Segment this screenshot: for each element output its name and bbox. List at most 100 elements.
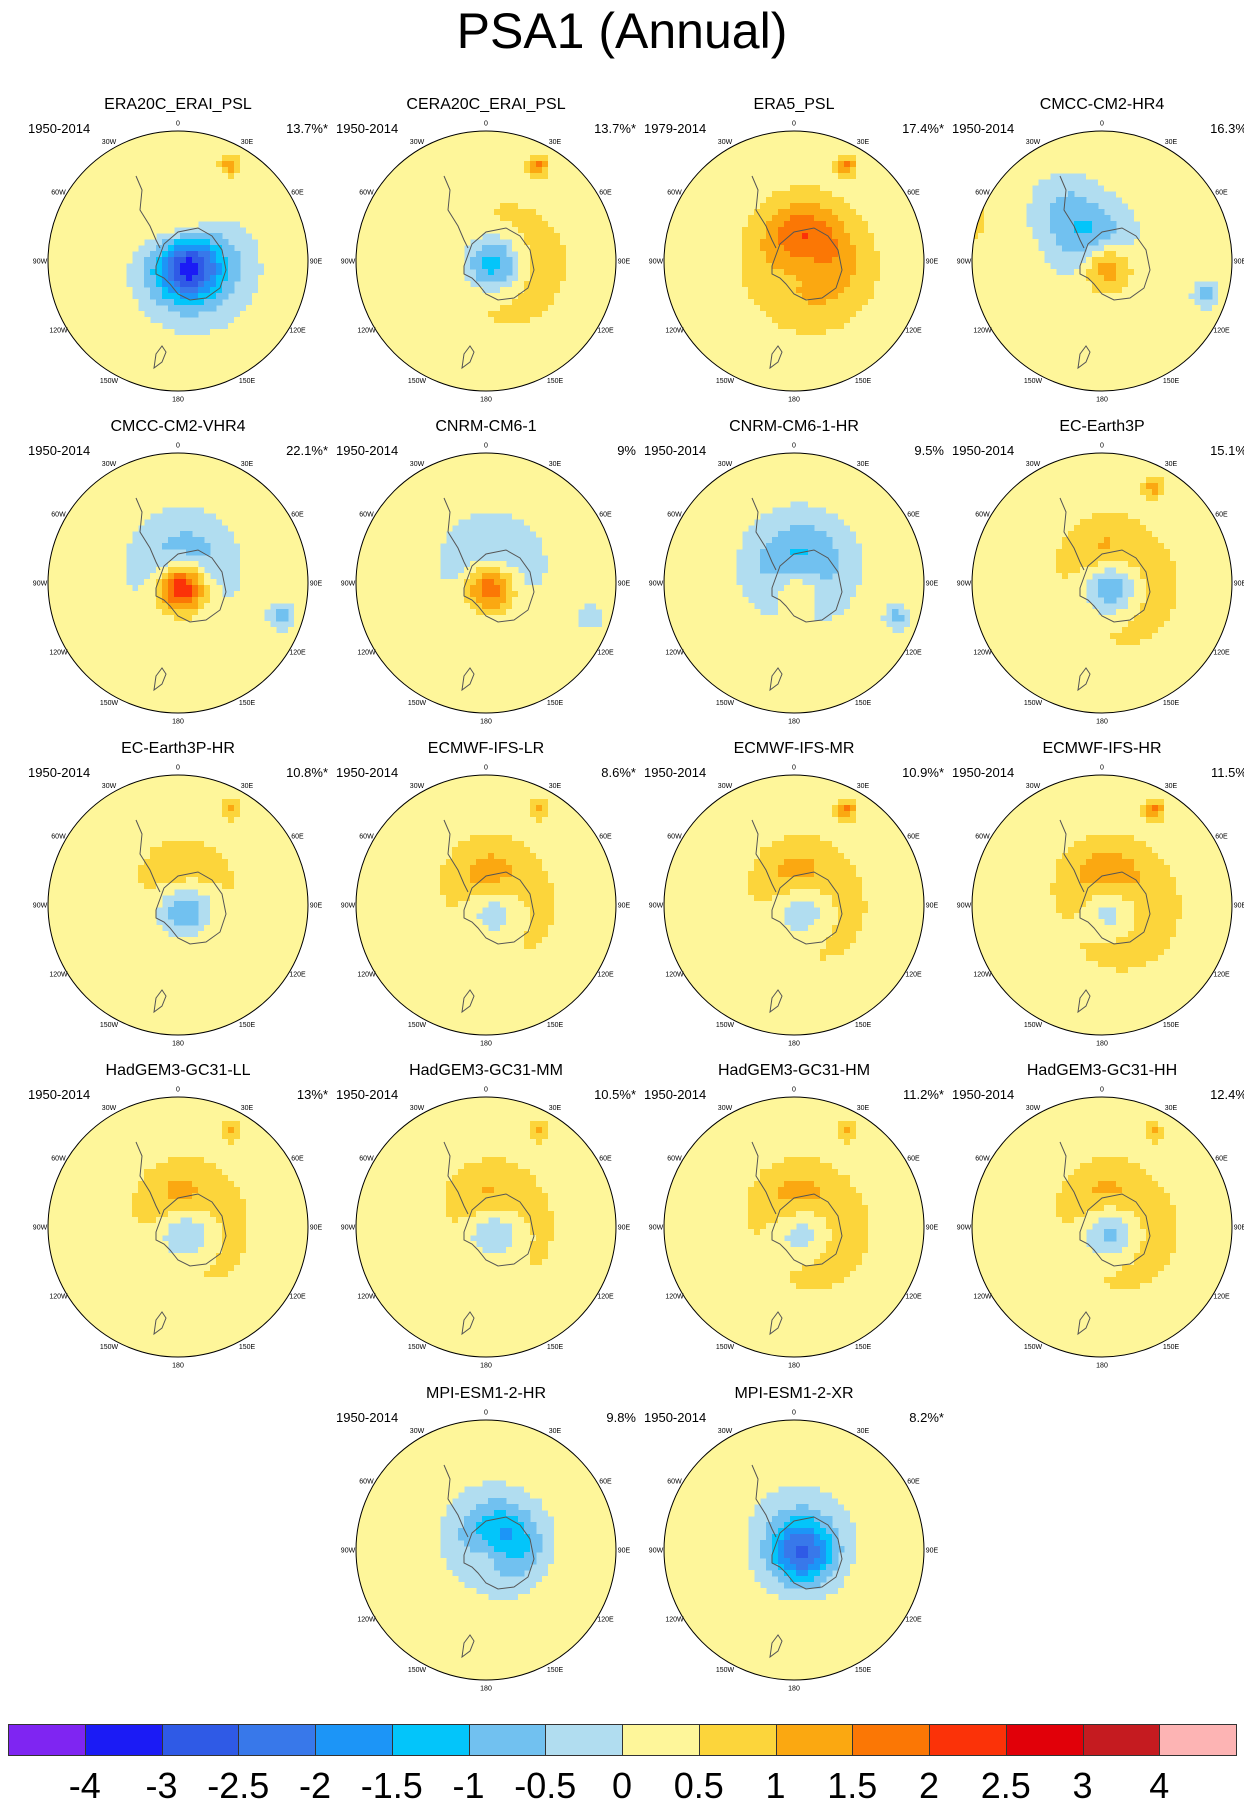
contour-cell (814, 287, 821, 294)
contour-cell (784, 203, 791, 210)
contour-cell (198, 269, 205, 276)
contour-cell (664, 251, 671, 258)
contour-cell (300, 353, 307, 360)
contour-cell (916, 269, 923, 276)
contour-cell (608, 269, 615, 276)
contour-cell (356, 341, 363, 348)
contour-cell (198, 161, 205, 168)
contour-cell (548, 221, 555, 228)
contour-cell (168, 329, 175, 336)
map-panel: ERA20C_ERAI_PSL 1950-2014 13.7%* 0 30E 60E 90E… (28, 96, 328, 406)
contour-cell (392, 257, 399, 264)
contour-cell (608, 383, 615, 390)
contour-cell (132, 323, 139, 330)
contour-cell (126, 161, 133, 168)
contour-cell (724, 233, 731, 240)
contour-cell (500, 359, 507, 366)
contour-cell (700, 149, 707, 156)
contour-cell (862, 191, 869, 198)
contour-cell (832, 149, 839, 156)
contour-cell (724, 269, 731, 276)
contour-cell (700, 269, 707, 276)
contour-cell (180, 341, 187, 348)
contour-cell (90, 179, 97, 186)
contour-cell (180, 233, 187, 240)
contour-cell (880, 173, 887, 180)
contour-cell (186, 305, 193, 312)
contour-cell (802, 173, 809, 180)
contour-cell (700, 257, 707, 264)
contour-cell (572, 239, 579, 246)
contour-cell (144, 215, 151, 222)
contour-cell (446, 305, 453, 312)
contour-cell (174, 281, 181, 288)
contour-cell (742, 305, 749, 312)
contour-cell (180, 149, 187, 156)
contour-cell (90, 227, 97, 234)
contour-cell (772, 167, 779, 174)
contour-cell (488, 185, 495, 192)
contour-cell (228, 257, 235, 264)
contour-cell (440, 245, 447, 252)
contour-cell (240, 209, 247, 216)
contour-cell (470, 167, 477, 174)
contour-cell (554, 185, 561, 192)
contour-cell (434, 167, 441, 174)
contour-cell (838, 305, 845, 312)
contour-cell (910, 233, 917, 240)
contour-cell (482, 143, 489, 150)
contour-cell (102, 257, 109, 264)
contour-cell (512, 323, 519, 330)
contour-cell (476, 173, 483, 180)
contour-cell (572, 329, 579, 336)
contour-cell (222, 179, 229, 186)
contour-cell (748, 185, 755, 192)
contour-cell (114, 263, 121, 270)
contour-cell (108, 389, 115, 391)
contour-cell (306, 317, 308, 324)
contour-cell (78, 179, 85, 186)
contour-cell (156, 197, 163, 204)
contour-cell (614, 155, 616, 162)
contour-cell (410, 323, 417, 330)
contour-cell (84, 173, 91, 180)
contour-cell (434, 173, 441, 180)
contour-cell (536, 131, 543, 138)
contour-cell (440, 389, 447, 391)
contour-cell (264, 179, 271, 186)
contour-cell (524, 197, 531, 204)
contour-cell (374, 323, 381, 330)
contour-cell (270, 263, 277, 270)
contour-cell (168, 161, 175, 168)
contour-cell (832, 251, 839, 258)
contour-cell (452, 149, 459, 156)
contour-cell (670, 227, 677, 234)
contour-cell (608, 347, 615, 354)
contour-cell (132, 155, 139, 162)
contour-cell (518, 143, 525, 150)
contour-cell (204, 281, 211, 288)
contour-cell (748, 257, 755, 264)
contour-cell (862, 287, 869, 294)
contour-cell (838, 287, 845, 294)
contour-cell (784, 173, 791, 180)
contour-cell (138, 317, 145, 324)
contour-cell (688, 131, 695, 138)
contour-cell (452, 179, 459, 186)
contour-cell (452, 197, 459, 204)
contour-cell (730, 287, 737, 294)
contour-cell (204, 383, 211, 390)
contour-cell (748, 281, 755, 288)
contour-cell (754, 281, 761, 288)
contour-cell (578, 227, 585, 234)
contour-cell (748, 191, 755, 198)
contour-cell (566, 371, 573, 378)
contour-cell (518, 353, 525, 360)
contour-cell (410, 389, 417, 391)
contour-cell (880, 137, 887, 144)
contour-cell (222, 239, 229, 246)
contour-cell (542, 245, 549, 252)
contour-cell (850, 179, 857, 186)
contour-cell (168, 221, 175, 228)
contour-cell (664, 173, 671, 180)
